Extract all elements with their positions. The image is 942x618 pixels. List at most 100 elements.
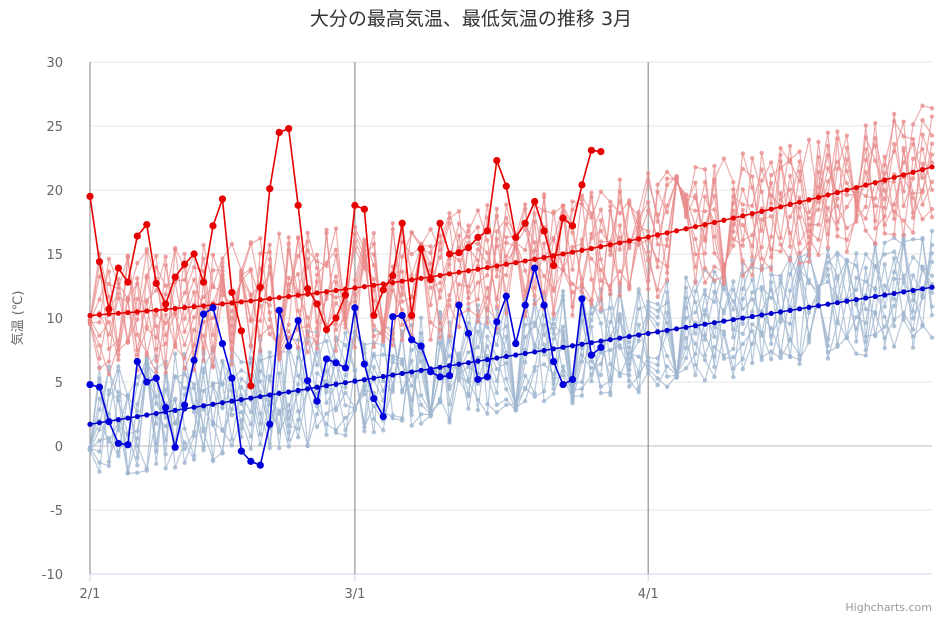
credits-link[interactable]: Highcharts.com: [845, 601, 932, 614]
past-max-point: [617, 199, 622, 204]
min-average-point: [333, 381, 339, 387]
past-min-point: [806, 333, 812, 339]
past-max-point: [882, 188, 887, 193]
past-max-point: [362, 237, 367, 242]
past-min-point: [910, 334, 916, 339]
past-max-point: [712, 250, 717, 256]
past-max-point: [835, 196, 840, 202]
past-max-point: [598, 239, 604, 244]
past-max-point: [778, 159, 783, 164]
past-min-point: [873, 263, 878, 268]
max-average-point: [901, 172, 907, 178]
past-max-point: [116, 286, 121, 291]
past-min-point: [863, 265, 868, 271]
past-max-point: [191, 290, 197, 295]
past-max-point: [210, 315, 216, 321]
min-average-point: [532, 349, 538, 355]
past-min-point: [910, 327, 916, 332]
past-min-point: [201, 444, 206, 450]
max-current-point: [209, 222, 217, 230]
past-min-point: [712, 344, 717, 350]
min-current-point: [322, 355, 331, 363]
min-average-point: [759, 312, 765, 318]
max-average-point: [182, 305, 188, 311]
min-average-point: [267, 392, 273, 398]
past-min-point: [437, 309, 443, 315]
min-average-point: [560, 344, 566, 350]
past-min-point: [447, 384, 452, 389]
past-min-point: [721, 356, 727, 361]
past-min-point: [258, 442, 263, 447]
past-max-point: [352, 277, 358, 283]
past-min-point: [712, 299, 717, 305]
min-current-point: [379, 412, 387, 421]
past-min-point: [759, 330, 764, 335]
past-max-point: [191, 314, 197, 320]
past-max-point: [920, 146, 925, 152]
past-max-point: [154, 253, 159, 259]
past-min-point: [220, 405, 225, 411]
max-average-point: [579, 247, 585, 253]
max-average-point: [484, 264, 490, 271]
min-average-point: [891, 290, 897, 297]
max-current-point: [474, 233, 482, 241]
min-current-point: [237, 447, 245, 455]
past-min-point: [920, 324, 925, 329]
min-current-point: [389, 313, 397, 321]
past-max-point: [608, 283, 613, 288]
max-current-point: [266, 185, 274, 193]
max-current-point: [389, 272, 397, 280]
past-max-point: [891, 202, 897, 207]
past-max-point: [409, 251, 414, 257]
past-max-point: [759, 228, 764, 234]
min-average-point: [399, 370, 405, 377]
past-max-point: [182, 355, 187, 361]
max-average-point: [796, 199, 803, 205]
past-max-point: [106, 359, 112, 364]
past-max-point: [475, 247, 481, 252]
past-min-point: [636, 287, 641, 292]
past-max-point: [750, 262, 755, 267]
past-max-point: [863, 123, 868, 128]
min-average-point: [598, 338, 604, 344]
past-min-point: [541, 398, 547, 404]
past-max-point: [655, 294, 660, 300]
past-max-point: [513, 246, 518, 251]
past-min-point: [125, 471, 131, 476]
min-average-point: [815, 303, 822, 309]
max-average-point: [626, 238, 632, 244]
past-min-point: [239, 384, 244, 390]
past-min-point: [825, 349, 831, 355]
past-max-point: [778, 145, 783, 151]
min-average-point: [276, 390, 282, 397]
past-min-point: [891, 344, 897, 349]
past-max-point: [333, 247, 339, 252]
past-max-point: [352, 345, 358, 350]
past-min-point: [721, 353, 727, 358]
past-min-point: [97, 407, 102, 412]
past-max-point: [787, 143, 793, 149]
past-min-point: [825, 337, 831, 342]
past-min-point: [314, 350, 320, 355]
past-min-point: [598, 361, 604, 367]
max-average-point: [153, 307, 159, 313]
max-current-point: [143, 220, 151, 229]
past-min-point: [929, 335, 935, 340]
past-min-point: [608, 333, 613, 339]
past-max-point: [844, 249, 850, 254]
past-max-point: [731, 243, 736, 249]
past-max-point: [901, 233, 906, 238]
past-min-point: [248, 446, 254, 452]
past-min-line: [89, 237, 933, 470]
min-average-point: [740, 315, 746, 321]
past-min-point: [116, 389, 121, 395]
past-min-point: [485, 334, 490, 339]
past-max-point: [882, 231, 887, 236]
past-min-point: [891, 303, 897, 308]
past-max-point: [428, 226, 433, 232]
past-min-point: [172, 373, 178, 379]
min-average-point: [314, 384, 320, 390]
past-max-point: [437, 320, 443, 326]
past-min-point: [343, 342, 348, 348]
past-max-point: [702, 265, 708, 271]
